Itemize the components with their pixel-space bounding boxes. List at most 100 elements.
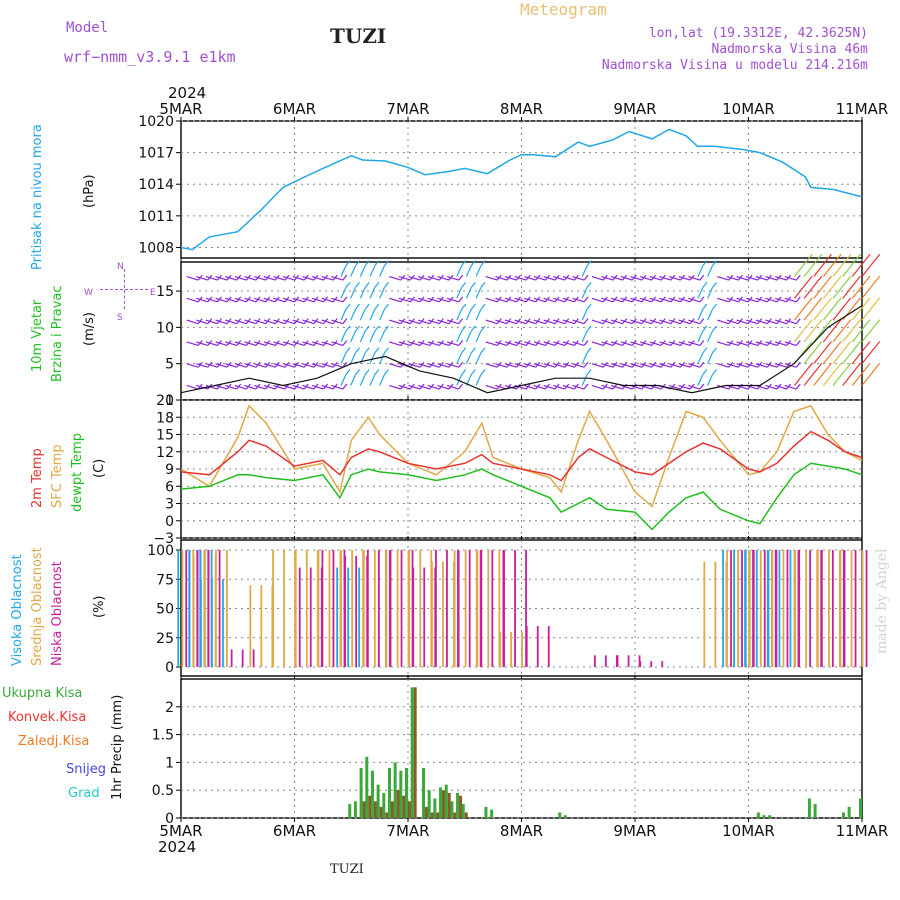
y-tick-label: 100 (147, 543, 174, 559)
wind-barb (774, 363, 787, 368)
wind-barb (485, 341, 498, 347)
wind-barb (774, 341, 787, 347)
wind-barb (851, 302, 867, 321)
y-tick-label: −3 (153, 531, 174, 547)
wind-barb-flag (586, 325, 592, 332)
y-tick-label: 25 (156, 631, 174, 647)
mid-cloud-bar (476, 550, 479, 667)
wind-barb (533, 275, 546, 281)
y-tick-label: 1017 (138, 146, 174, 162)
wind-barb-flag (875, 341, 881, 347)
mid-cloud-bar (805, 550, 808, 667)
time-label-bottom: 5MAR (159, 822, 202, 840)
wind-barb (793, 324, 809, 343)
wind-barb (495, 275, 508, 281)
total-precip-bar (756, 812, 760, 818)
wind-barb (321, 341, 334, 347)
wind-barb (572, 363, 585, 368)
wind-panel: 0 5 10 15 (156, 253, 881, 409)
low-cloud-bar (616, 655, 619, 667)
wind-barb (331, 275, 344, 281)
wind-barb-flag (712, 369, 718, 375)
high-cloud-bar (755, 550, 758, 667)
wind-barb-flag (855, 253, 861, 260)
wind-speed-line (180, 305, 863, 394)
high-cloud-bar (336, 567, 339, 667)
wind-barb (533, 341, 546, 347)
wind-barb (572, 297, 585, 303)
model-name: wrf−nmm_v3.9.1 e1km (64, 48, 236, 66)
wind-barb-flag (586, 260, 592, 266)
mid-cloud-bar (362, 550, 365, 667)
low-cloud-bar (332, 550, 335, 667)
wind-barb-flag (836, 297, 842, 304)
wind-barb-flag (865, 297, 871, 304)
conv-precip-bar (447, 792, 451, 818)
wind-barb (861, 346, 877, 365)
wind-barb (418, 384, 430, 390)
wind-barb (186, 275, 199, 281)
y-tick-label: 12 (156, 445, 174, 461)
total-precip-bar (405, 767, 408, 818)
wind-barb (533, 363, 546, 368)
mid-cloud-bar (249, 585, 252, 667)
low-cloud-bar (593, 655, 596, 667)
conv-precip-bar (402, 795, 406, 818)
conv-precip-bar (385, 812, 389, 818)
wind-barb (697, 265, 704, 277)
wind-barb (225, 363, 237, 368)
wind-barb (273, 319, 286, 325)
mid-cloud-bar (782, 550, 785, 667)
low-cloud-bar (503, 550, 505, 667)
wind-barb (755, 297, 768, 303)
wind-barb (282, 319, 295, 325)
wind-barb (601, 363, 614, 368)
wind-barb (205, 363, 218, 368)
elevation-label: Nadmorska Visina 46m (711, 42, 868, 57)
wind-barb-flag (702, 369, 708, 375)
high-cloud-bar (744, 550, 747, 667)
wind-barb (263, 384, 276, 390)
total-precip-bar (427, 790, 431, 818)
wind-barb (389, 319, 401, 325)
wind-barb (234, 275, 247, 281)
wind-barb (359, 374, 366, 386)
wind-barb (263, 319, 276, 325)
wind-barb (427, 384, 440, 390)
mid-cloud-bar (726, 550, 728, 667)
wind-barb (263, 297, 276, 303)
low-cloud-bar (207, 550, 210, 667)
wind-barb-flag (480, 369, 486, 375)
conv-precip-bar (464, 812, 468, 818)
low-cloud-bar (491, 550, 494, 667)
wind-barb (446, 341, 459, 347)
time-label-bottom: 6MAR (273, 822, 316, 840)
low-cloud-bar (547, 626, 550, 667)
wind-barb (668, 275, 681, 281)
wind-barb (359, 308, 366, 321)
wind-barb (514, 341, 527, 347)
wind-barb-flag (795, 296, 801, 303)
total-precip-bar (563, 815, 567, 818)
wind-barb (418, 297, 430, 303)
conv-precip-bar (453, 812, 457, 818)
wind-barb (793, 367, 809, 386)
wind-barb (697, 308, 704, 321)
wind-barb-flag (807, 362, 813, 369)
time-label-top: 7MAR (386, 100, 429, 118)
wind-barb-flag (583, 383, 589, 390)
wind-barb-flag (470, 281, 476, 288)
wind-barb (282, 275, 295, 281)
wind-barb (668, 341, 681, 347)
low-cloud-bar (865, 550, 868, 667)
wind-barb (465, 308, 472, 321)
wind-barb (610, 341, 623, 347)
model-elevation-label: Nadmorska Visina u modelu 214.216m (601, 58, 868, 73)
wind-barb (591, 275, 604, 281)
wind-barb (861, 280, 877, 299)
wind-barb (813, 346, 828, 365)
wind-barb (784, 341, 797, 347)
mid-cloud-bar (373, 550, 376, 667)
mid-cloud-bar (181, 550, 184, 667)
sfc-temp-line (180, 404, 863, 508)
